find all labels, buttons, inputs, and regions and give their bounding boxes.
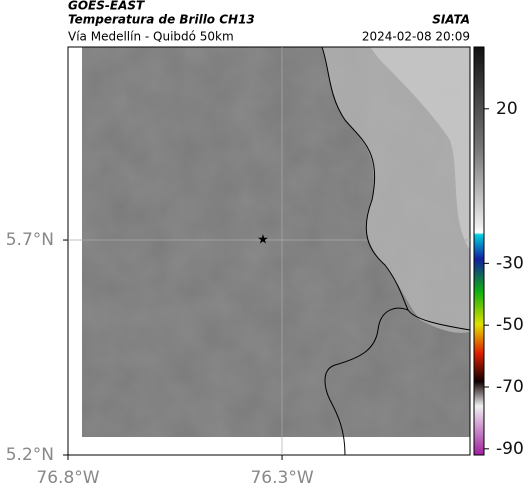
satellite-image <box>82 47 470 437</box>
location-star: ★ <box>257 233 269 248</box>
border <box>324 307 409 456</box>
product: Temperatura de Brillo CH13 <box>68 13 255 27</box>
colorbar-tick-label: -70 <box>496 377 524 397</box>
colorbar-tick-label: -90 <box>496 439 524 459</box>
colorbar-tick-label: -50 <box>496 315 524 335</box>
x-tick-label: 76.8°W <box>36 468 99 488</box>
org: SIATA <box>432 13 470 27</box>
y-tick-label: 5.7°N <box>6 230 54 250</box>
map-frame <box>67 46 471 456</box>
source: GOES-EAST <box>68 0 145 13</box>
y-tick-label: 5.2°N <box>6 445 54 465</box>
colorbar-tick-label: -30 <box>496 253 524 273</box>
datetime: 2024-02-08 20:09 <box>362 30 470 44</box>
colorbar-tick-label: 20 <box>496 99 518 119</box>
colorbar <box>473 46 485 456</box>
border <box>321 46 471 331</box>
x-tick-label: 76.3°W <box>250 468 313 488</box>
route: Vía Medellín - Quibdó 50km <box>68 30 234 44</box>
